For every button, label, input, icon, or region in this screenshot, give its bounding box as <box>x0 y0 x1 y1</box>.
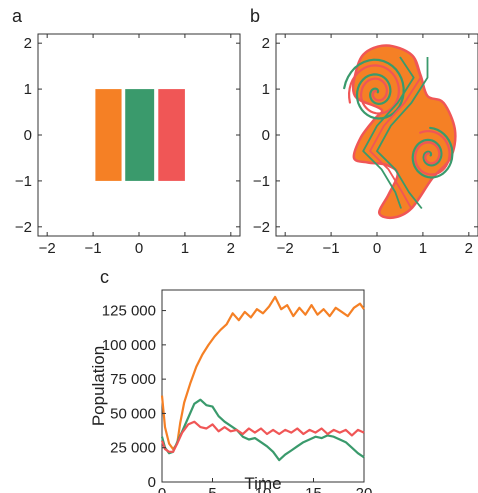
panel-a-x-tick-label: 0 <box>135 240 143 257</box>
panel-b-x-tick-label: 1 <box>419 240 427 257</box>
y-tick-label: 75 000 <box>110 371 156 388</box>
panel-a-rect-2 <box>125 89 155 181</box>
y-tick-label: 25 000 <box>110 440 156 457</box>
series-line-1 <box>160 295 365 451</box>
panel-a-rects <box>95 89 185 181</box>
swirl-lobe-red <box>414 130 451 176</box>
panel-a-x-tick-label: 2 <box>227 240 235 257</box>
panel-b-label: b <box>250 6 260 26</box>
panel-a-x-tick-label: 1 <box>181 240 189 257</box>
panel-a: a −2 −1 0 1 2 −2 −1 0 1 2 <box>12 6 241 257</box>
x-tick-label: 0 <box>158 485 166 493</box>
swirl-lobe-green <box>411 126 454 179</box>
x-axis-title: Time <box>244 474 281 493</box>
x-tick-label: 10 <box>255 485 272 493</box>
panel-b-y-tick-label: 0 <box>262 127 270 144</box>
panel-c: c 0 5 10 15 20 0 25 000 50 000 75 000 100 000 125 … <box>89 267 372 493</box>
panel-c-ticks: 0 5 10 15 20 0 25 000 50 000 75 000 100 000 125 00… <box>102 303 373 493</box>
x-tick-label: 15 <box>305 485 322 493</box>
panel-b-x-tick-label: 2 <box>465 240 473 257</box>
y-tick-label: 100 000 <box>102 337 156 354</box>
mixed-swirl <box>343 44 457 220</box>
panel-b: b −2 −1 0 1 2 −2 −1 0 1 2 <box>250 6 478 257</box>
panel-c-series <box>160 295 365 462</box>
panel-b-y-tick-label: 2 <box>262 35 270 52</box>
panel-b-y-tick-label: −2 <box>253 219 270 236</box>
y-tick-label: 125 000 <box>102 303 156 320</box>
panel-a-ticks: −2 −1 0 1 2 −2 −1 0 1 2 <box>15 34 240 257</box>
panel-a-y-tick-label: 1 <box>24 81 32 98</box>
y-axis-title: Population <box>89 346 108 426</box>
swirl-strand <box>376 57 429 210</box>
panel-c-label: c <box>100 267 109 287</box>
panel-a-y-tick-label: 0 <box>24 127 32 144</box>
series-line-3 <box>160 420 365 453</box>
panel-b-x-tick-label: 0 <box>373 240 381 257</box>
panel-a-label: a <box>12 6 23 26</box>
series-line-2 <box>160 398 365 462</box>
y-tick-label: 50 000 <box>110 405 156 422</box>
swirl-spiral-red <box>347 64 401 115</box>
panel-a-y-tick-label: −2 <box>15 219 32 236</box>
x-tick-label: 20 <box>356 485 373 493</box>
swirl-strand <box>362 56 415 209</box>
panel-b-y-tick-label: −1 <box>253 173 270 190</box>
panel-b-x-tick-label: −1 <box>323 240 340 257</box>
panel-a-y-tick-label: −1 <box>15 173 32 190</box>
panel-b-ticks: −2 −1 0 1 2 −2 −1 0 1 2 <box>253 34 478 257</box>
panel-a-rect-3 <box>158 89 185 181</box>
swirl-spiral-green <box>343 58 405 120</box>
panel-b-x-tick-label: −2 <box>277 240 294 257</box>
panel-a-rect-1 <box>95 89 122 181</box>
swirl-strand <box>369 56 422 209</box>
panel-a-x-tick-label: −1 <box>85 240 102 257</box>
panel-c-frame <box>161 289 365 483</box>
panel-b-y-tick-label: 1 <box>262 81 270 98</box>
x-tick-label: 5 <box>208 485 216 493</box>
y-tick-label: 0 <box>148 474 156 491</box>
panel-a-y-tick-label: 2 <box>24 35 32 52</box>
panel-a-x-tick-label: −2 <box>39 240 56 257</box>
